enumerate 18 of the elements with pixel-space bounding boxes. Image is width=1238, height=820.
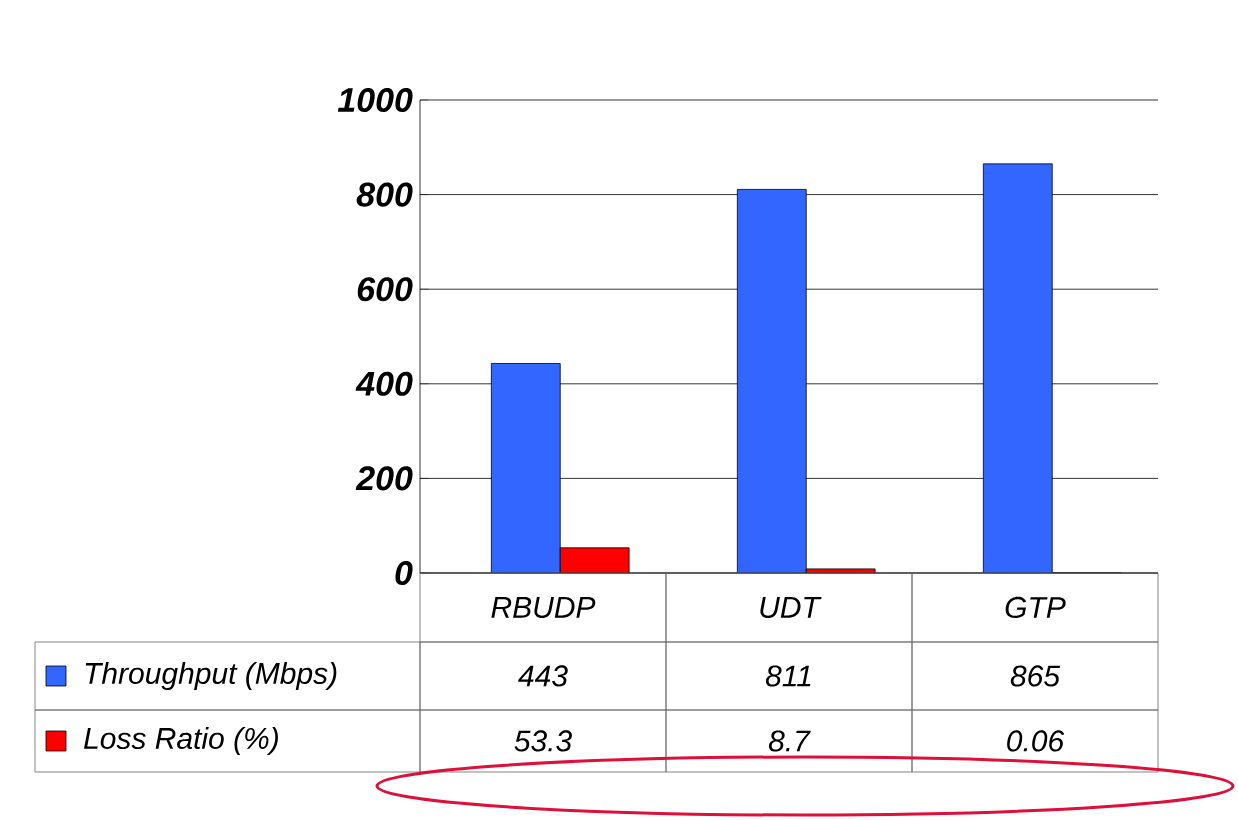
x-tick-label: UDT (760, 597, 822, 618)
data-label: 865 (1010, 665, 1061, 687)
y-tick-label: 400 (355, 371, 413, 396)
x-tick-label: GTP (1005, 596, 1066, 619)
data-label: 53.3 (514, 730, 572, 752)
y-tick-label: 800 (356, 182, 413, 207)
data-label: 8.7 (768, 730, 811, 752)
data-label: 443 (518, 665, 568, 687)
y-tick-label: 600 (357, 277, 413, 302)
bar (559, 547, 630, 573)
x-tick-label: RBUDP (491, 597, 596, 618)
legend-label: Throughput (Mbps) (85, 662, 337, 690)
y-tick-label: 200 (355, 466, 413, 491)
y-tick-label: 0 (395, 560, 413, 586)
y-tick-label: 1000 (337, 87, 413, 113)
data-label: 0.06 (1007, 730, 1065, 752)
legend-label: Loss Ratio (%) (83, 727, 278, 755)
data-label: 811 (765, 665, 811, 687)
